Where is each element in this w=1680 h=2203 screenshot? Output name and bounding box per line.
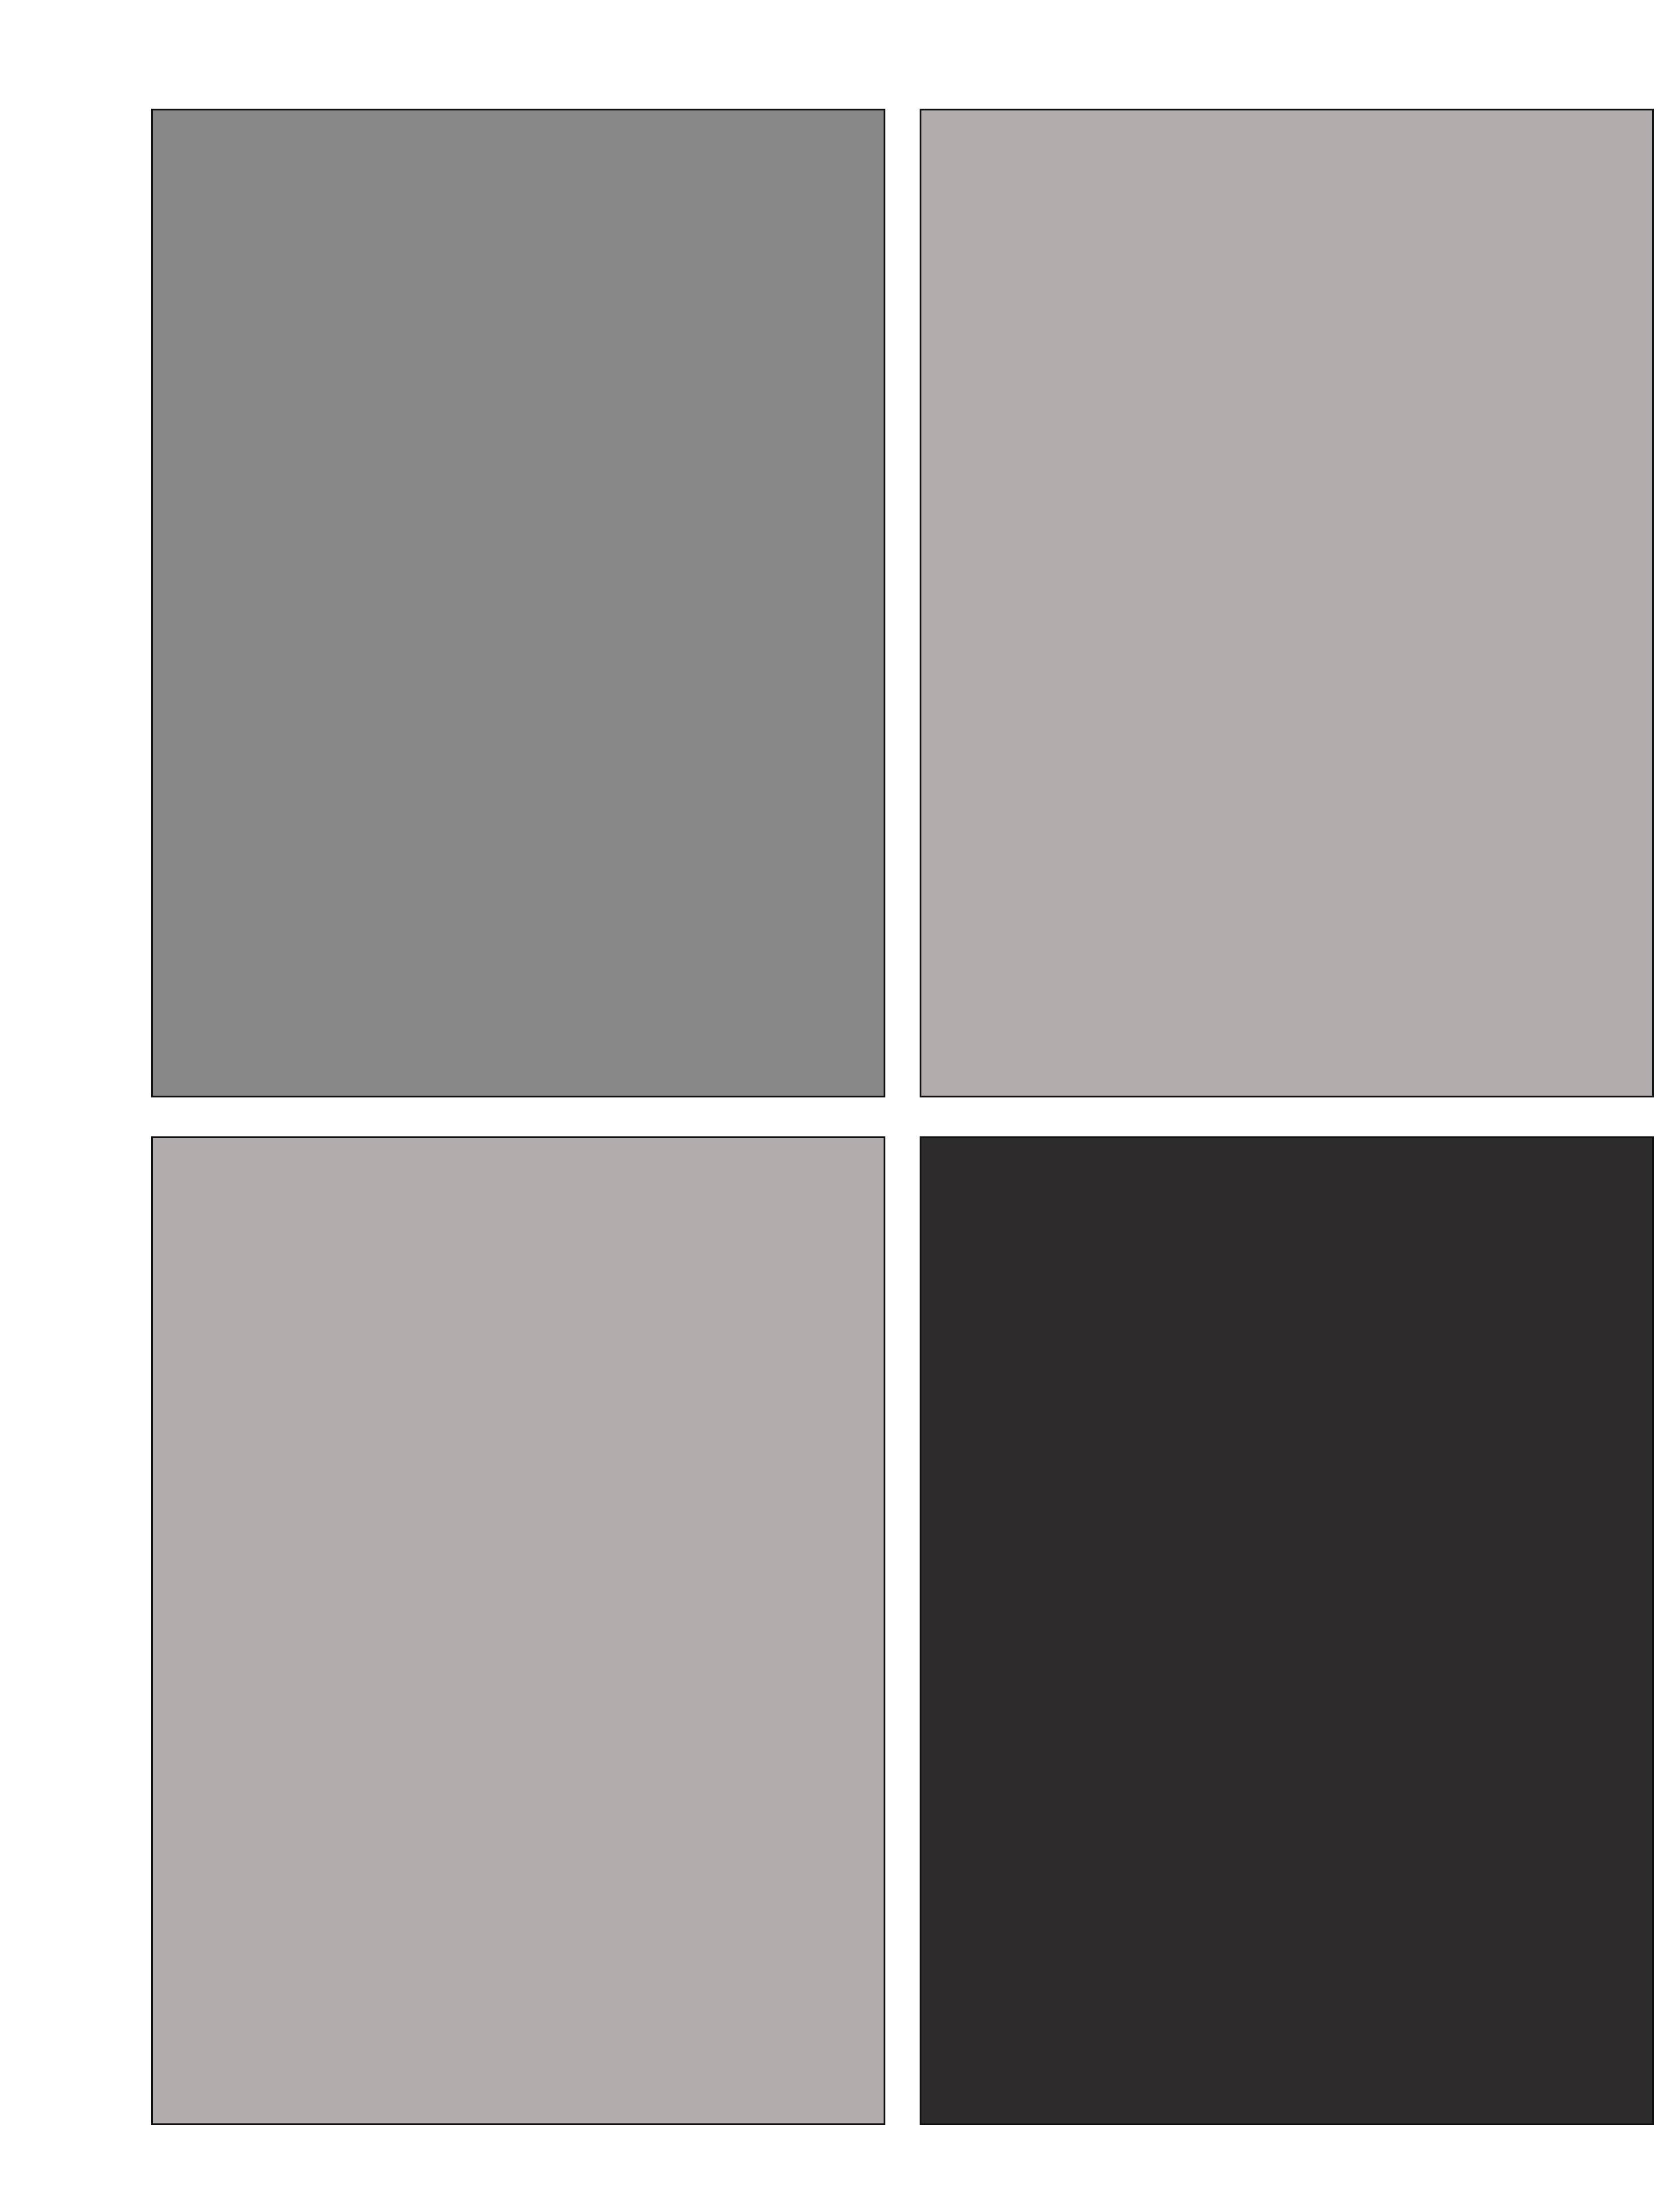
panel-c-throw-measurements — [151, 1136, 885, 2125]
panel-d-model — [920, 1136, 1654, 2125]
panel-d-drawing — [921, 1138, 1652, 2123]
seismic-image — [153, 110, 884, 1096]
panel-a-overlay — [153, 110, 884, 1096]
panel-c-drawing — [153, 1138, 884, 2123]
panel-b-horizons — [920, 109, 1654, 1097]
panel-b-drawing — [921, 110, 1652, 1096]
panel-a-seismic — [151, 109, 885, 1097]
